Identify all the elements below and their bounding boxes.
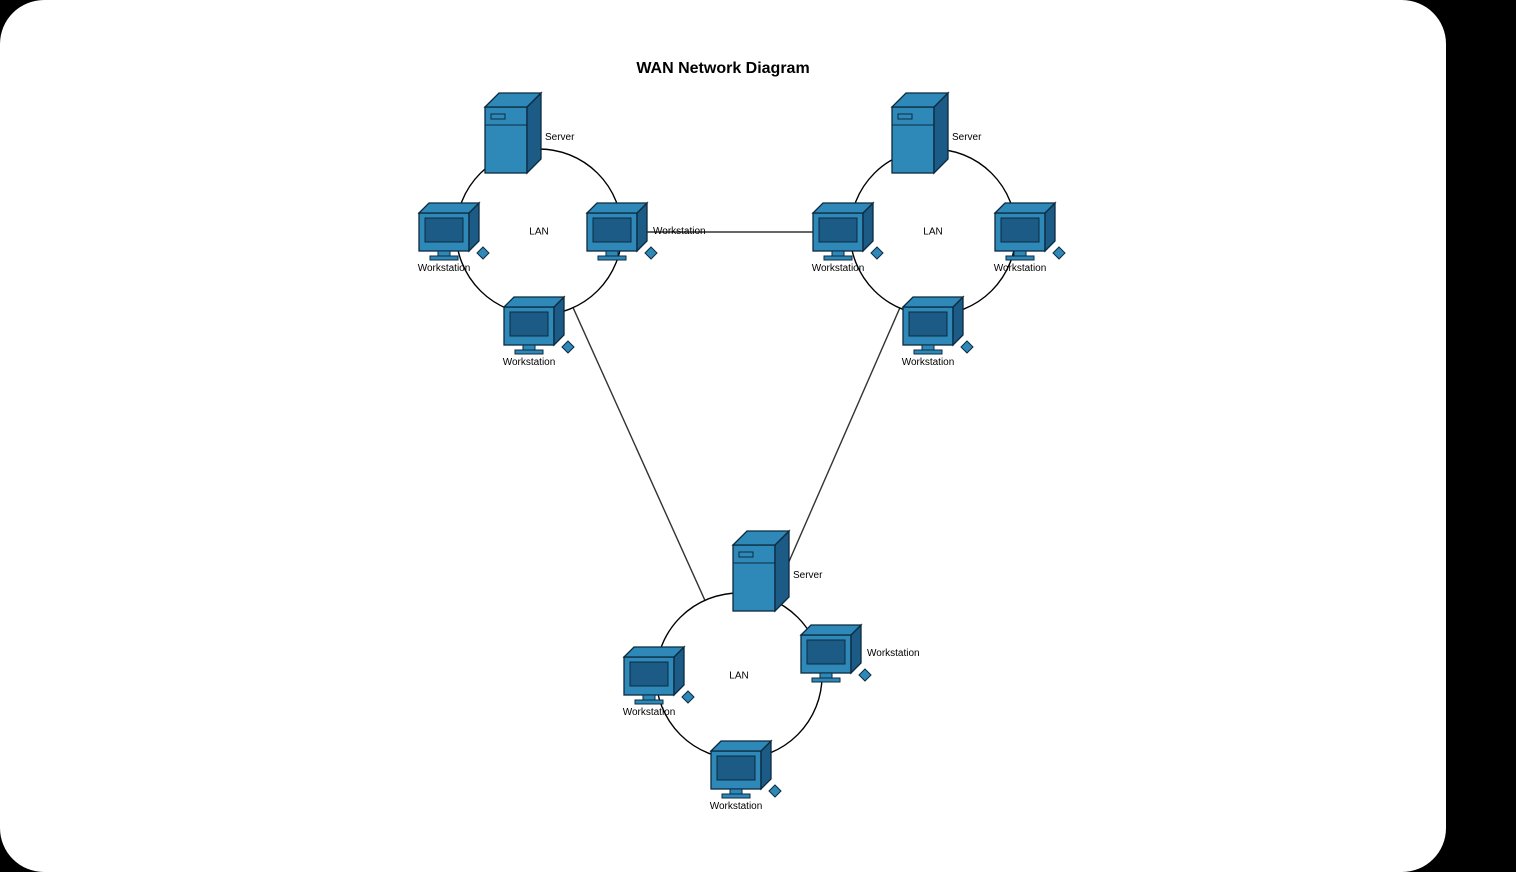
workstation-label: Workstation — [418, 263, 471, 274]
workstation-icon — [419, 203, 489, 260]
workstation-icon — [504, 297, 574, 354]
server-label: Server — [952, 132, 981, 143]
workstation-label: Workstation — [994, 263, 1047, 274]
workstation-label: Workstation — [623, 707, 676, 718]
workstation-icon — [711, 741, 781, 798]
server-label: Server — [545, 132, 574, 143]
workstation-icon — [801, 625, 871, 682]
server-icon — [485, 93, 541, 173]
workstation-icon — [903, 297, 973, 354]
workstation-label: Workstation — [710, 801, 763, 812]
workstation-icon — [624, 647, 694, 704]
workstation-label: Workstation — [503, 357, 556, 368]
server-label: Server — [793, 570, 822, 581]
lan-label: LAN — [923, 227, 942, 238]
network-svg — [0, 0, 1446, 872]
workstation-icon — [587, 203, 657, 260]
server-icon — [733, 531, 789, 611]
wan-edge — [772, 308, 900, 600]
workstation-label: Workstation — [653, 226, 706, 237]
diagram-canvas: WAN Network Diagram LANLANLANServerWorks… — [0, 0, 1446, 872]
workstation-icon — [813, 203, 883, 260]
server-icon — [892, 93, 948, 173]
lan-label: LAN — [729, 671, 748, 682]
workstation-label: Workstation — [902, 357, 955, 368]
workstation-label: Workstation — [812, 263, 865, 274]
lan-label: LAN — [529, 227, 548, 238]
wan-edge — [573, 308, 705, 601]
workstation-icon — [995, 203, 1065, 260]
workstation-label: Workstation — [867, 648, 920, 659]
